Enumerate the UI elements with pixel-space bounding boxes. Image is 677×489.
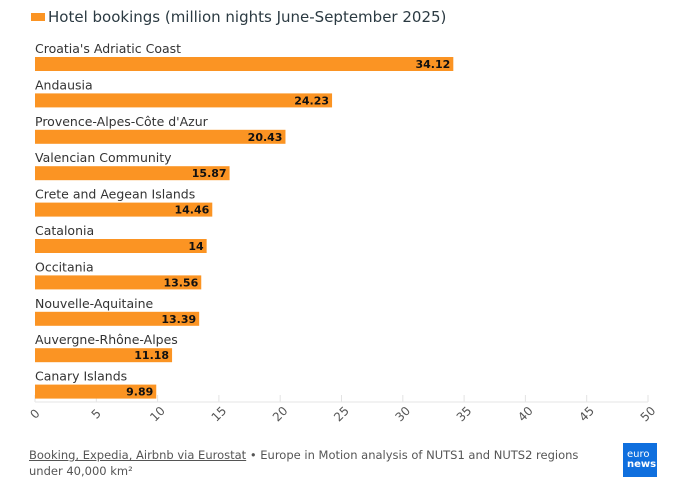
x-tick-label: 40: [515, 404, 536, 425]
x-tick-label: 35: [454, 404, 475, 425]
x-tick-label: 10: [147, 404, 168, 425]
category-label: Andausia: [35, 77, 93, 92]
bar: [35, 239, 207, 253]
bar: [35, 348, 173, 363]
x-tick-label: 30: [392, 404, 413, 425]
bar: [35, 129, 286, 144]
category-label: Valencian Community: [35, 150, 172, 165]
value-label: 9.89: [126, 386, 153, 399]
value-label: 14: [188, 240, 204, 253]
category-label: Crete and Aegean Islands: [35, 187, 195, 202]
value-label: 14.46: [174, 204, 209, 217]
source-link[interactable]: Booking, Expedia, Airbnb via Eurostat: [29, 448, 247, 462]
footer: Booking, Expedia, Airbnb via Eurostat • …: [29, 447, 599, 479]
bar: [35, 311, 200, 326]
bar: [35, 57, 454, 71]
value-label: 13.56: [163, 276, 198, 289]
euronews-logo: euro news.: [623, 443, 660, 477]
x-tick-label: 5: [89, 406, 104, 421]
x-tick-label: 50: [638, 404, 659, 425]
bar: [35, 166, 230, 181]
bar: [35, 202, 213, 217]
bar: [35, 384, 157, 399]
category-label: Occitania: [35, 259, 94, 274]
value-label: 13.39: [161, 313, 196, 326]
legend-label: Hotel bookings (million nights June-Sept…: [48, 8, 447, 26]
x-tick-label: 20: [270, 404, 291, 425]
bar: [35, 275, 202, 290]
category-label: Auvergne-Rhône-Alpes: [35, 332, 178, 347]
category-label: Nouvelle-Aquitaine: [35, 296, 153, 311]
x-tick-label: 0: [27, 406, 42, 421]
category-label: Provence-Alpes-Côte d'Azur: [35, 114, 209, 129]
bar-chart: 0 5 10 15 20 25 30 35 40 45 50 Croatia's Adriatic C…: [27, 41, 659, 425]
category-label: Canary Islands: [35, 369, 127, 384]
value-label: 20.43: [248, 131, 283, 144]
value-label: 15.87: [192, 167, 227, 180]
category-label: Croatia's Adriatic Coast: [35, 41, 181, 56]
footer-note: • Europe in Motion analysis of NUTS1 and…: [29, 448, 579, 478]
legend: Hotel bookings (million nights June-Sept…: [31, 8, 446, 26]
bar: [35, 93, 333, 108]
legend-swatch: [31, 13, 45, 21]
category-label: Catalonia: [35, 223, 94, 238]
x-tick-label: 15: [209, 404, 230, 425]
value-label: 34.12: [416, 58, 451, 71]
x-tick-label: 45: [576, 404, 597, 425]
value-label: 24.23: [294, 94, 329, 107]
value-label: 11.18: [134, 349, 169, 362]
x-tick-label: 25: [331, 404, 352, 425]
